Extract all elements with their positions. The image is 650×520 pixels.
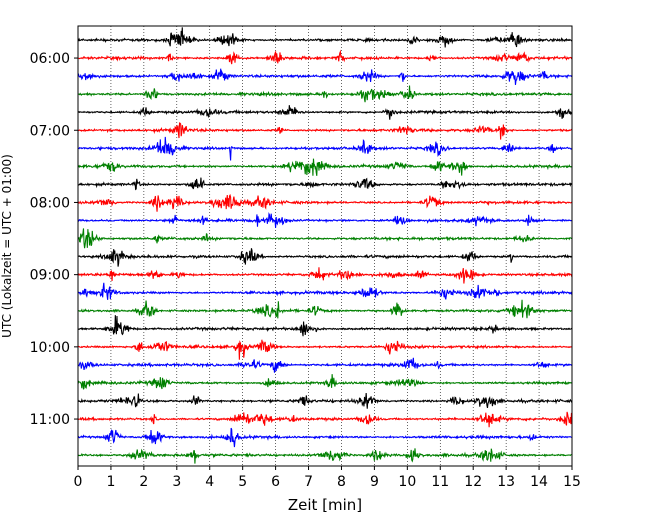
x-axis-ticks: 0 1 2 3 4 5 6 7 8 9 10 11 12 13 14 15 [74,466,581,490]
trace-row-4 [77,85,573,103]
trace-row-16 [77,299,573,319]
x-tick-label: 13 [497,474,515,490]
trace-row-12 [77,228,573,249]
x-tick-label: 7 [304,474,313,490]
trace-row-24 [77,448,573,464]
y-tick-label: 07:00 [30,123,70,139]
x-tick-label: 10 [398,474,416,490]
trace-row-11 [77,211,573,228]
x-tick-label: 9 [370,474,379,490]
trace-row-7 [77,136,573,161]
trace-row-5 [77,105,573,120]
y-tick-label: 06:00 [30,51,70,67]
x-tick-label: 12 [464,474,482,490]
x-tick-label: 1 [106,474,115,490]
y-tick-label: 11:00 [30,412,70,428]
x-tick-label: 6 [271,474,280,490]
vertical-gridlines [110,26,540,466]
trace-row-23 [77,427,573,448]
y-tick-label: 08:00 [30,195,70,211]
x-axis-title: Zeit [min] [288,496,362,514]
trace-row-3 [77,68,573,85]
trace-row-20 [77,374,573,390]
x-tick-label: 2 [139,474,148,490]
trace-row-10 [77,193,573,212]
x-tick-label: 3 [172,474,181,490]
y-tick-label: 09:00 [30,268,70,284]
trace-row-15 [77,282,573,300]
y-axis-ticks: 06:00 07:00 08:00 09:00 10:00 11:00 [30,51,78,428]
trace-row-8 [77,158,573,176]
x-tick-label: 15 [563,474,581,490]
x-tick-label: 11 [431,474,449,490]
x-tick-label: 5 [238,474,247,490]
seismogram-traces [77,27,573,464]
plot-frame [77,25,573,467]
x-tick-label: 4 [205,474,214,490]
trace-row-6 [77,122,573,140]
trace-row-2 [77,49,573,65]
trace-row-13 [77,248,573,267]
trace-row-22 [77,411,573,428]
trace-row-21 [77,393,573,409]
x-tick-label: 14 [530,474,548,490]
trace-row-14 [77,267,573,284]
x-tick-label: 0 [74,474,83,490]
trace-row-17 [77,315,573,337]
trace-row-18 [77,339,573,360]
y-axis-title: UTC (Lokalzeit = UTC + 01:00) [0,154,14,338]
trace-row-19 [77,357,573,373]
trace-row-1 [77,27,573,48]
y-tick-label: 10:00 [30,340,70,356]
x-tick-label: 8 [337,474,346,490]
trace-row-9 [77,177,573,191]
